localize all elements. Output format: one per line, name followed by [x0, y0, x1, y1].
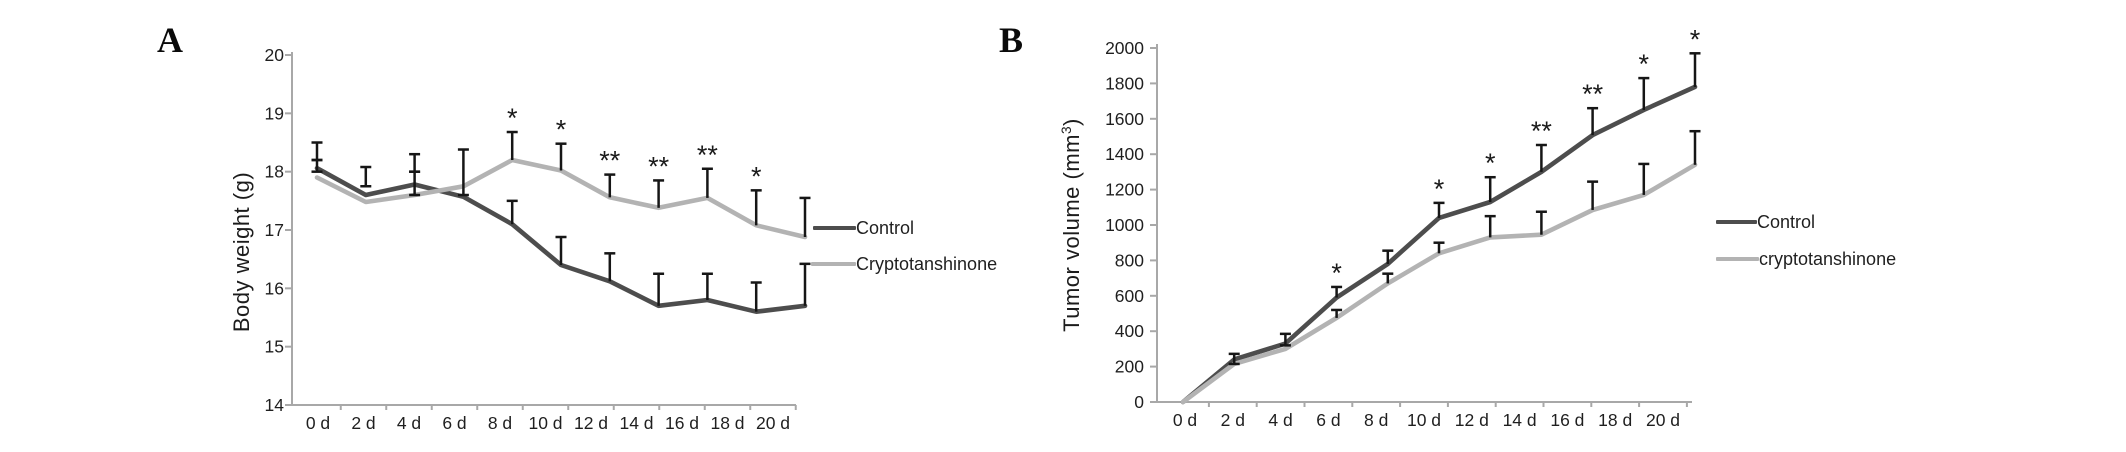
significance-asterisk: *: [1434, 174, 1445, 204]
x-tick-label: 12 d: [574, 413, 608, 433]
significance-asterisk: *: [751, 161, 762, 191]
y-tick-label: 14: [265, 395, 285, 415]
y-tick-label: 17: [265, 220, 284, 240]
x-tick-label: 0 d: [306, 413, 330, 433]
y-tick-label: 15: [265, 337, 284, 357]
axes: 0 200 400 600 800 1000 1200 1400 1600 1800 2000 0 d…: [1105, 38, 1692, 430]
y-tick-label: 19: [265, 103, 284, 123]
significance-asterisk: *: [1639, 49, 1650, 79]
x-tick-label: 16 d: [1550, 410, 1584, 430]
y-tick-label: 600: [1115, 286, 1144, 306]
error-bars: [1228, 52, 1701, 366]
panel-b-y-axis-title-superscript: 3: [1058, 125, 1074, 135]
panel-a-plot: 14 15 16 17 18 19 20 0 d 2 d 4 d 6 d 8 d 10 d 12 d 14 …: [265, 45, 811, 433]
y-tick-label: 400: [1115, 321, 1144, 341]
cryptotanshinone-line: [314, 157, 808, 240]
x-tick-label: 2 d: [351, 413, 375, 433]
significance-asterisk: **: [1582, 79, 1604, 109]
cryptotanshinone-line-swatch: [1716, 257, 1759, 261]
x-tick-label: 0 d: [1173, 410, 1197, 430]
x-tick-label: 16 d: [665, 413, 699, 433]
significance-asterisk: **: [697, 140, 719, 170]
significance-asterisk: *: [1485, 148, 1496, 178]
x-tick-label: 4 d: [397, 413, 421, 433]
panel-b-y-axis-title-close: ): [1059, 118, 1085, 126]
x-tick-label: 18 d: [710, 413, 744, 433]
x-tick-label: 14 d: [619, 413, 653, 433]
y-tick-label: 16: [265, 278, 284, 298]
legend-label-control: Control: [856, 218, 915, 238]
y-tick-label: 0: [1134, 392, 1144, 412]
legend-label-cryptotanshinone: Cryptotanshinone: [856, 254, 998, 274]
panel-a-label: A: [157, 20, 183, 60]
panel-b-y-axis-title: Tumor volume (mm3): [1059, 118, 1085, 332]
x-tick-label: 10 d: [1407, 410, 1441, 430]
significance-asterisk: *: [1690, 24, 1701, 54]
x-tick-label: 2 d: [1221, 410, 1245, 430]
y-tick-label: 1400: [1105, 144, 1144, 164]
significance-asterisk: *: [507, 103, 518, 133]
y-tick-label: 1600: [1105, 109, 1144, 129]
x-tick-label: 20 d: [1646, 410, 1680, 430]
x-tick-label: 4 d: [1268, 410, 1292, 430]
y-tick-label: 1000: [1105, 215, 1144, 235]
panel-a-legend-item-cryptotanshinone: Cryptotanshinone: [811, 253, 997, 275]
panel-b-legend-item-cryptotanshinone: cryptotanshinone: [1716, 248, 1896, 270]
significance-asterisk: **: [599, 146, 621, 176]
y-tick-label: 18: [265, 162, 284, 182]
axes: 14 15 16 17 18 19 20 0 d 2 d 4 d 6 d 8 d 10 d 12 d 14 …: [265, 45, 797, 433]
x-tick-label: 18 d: [1598, 410, 1632, 430]
x-tick-label: 8 d: [1364, 410, 1388, 430]
y-tick-label: 800: [1115, 250, 1144, 270]
panel-b-plot: 0 200 400 600 800 1000 1200 1400 1600 1800 2000 0 d…: [1105, 24, 1701, 430]
y-tick-label: 2000: [1105, 38, 1144, 58]
panel-a-y-axis-title: Body weight (g): [229, 171, 254, 333]
panel-a-legend-item-control: Control: [813, 217, 914, 239]
legend-label-control: Control: [1757, 212, 1816, 232]
cryptotanshinone-line-swatch: [811, 262, 856, 266]
panel-b-y-axis-title-main: Tumor volume (mm: [1059, 134, 1085, 332]
x-tick-label: 12 d: [1455, 410, 1489, 430]
y-tick-label: 200: [1115, 357, 1144, 377]
control-line-swatch: [813, 226, 856, 230]
x-tick-label: 14 d: [1503, 410, 1537, 430]
panel-b-legend-item-control: Control: [1716, 211, 1815, 233]
x-tick-label: 8 d: [488, 413, 512, 433]
error-bars: [311, 130, 811, 312]
x-tick-label: 6 d: [442, 413, 466, 433]
significance-asterisk: *: [556, 115, 567, 145]
y-tick-label: 20: [265, 45, 285, 65]
significance-asterisk: **: [1531, 116, 1553, 146]
legend-label-cryptotanshinone: cryptotanshinone: [1759, 249, 1897, 269]
y-tick-label: 1200: [1105, 180, 1144, 200]
x-tick-label: 20 d: [756, 413, 790, 433]
significance-asterisk: **: [648, 151, 670, 181]
significance-asterisk: *: [1331, 258, 1342, 288]
x-tick-label: 10 d: [528, 413, 562, 433]
y-tick-label: 1800: [1105, 73, 1144, 93]
control-line-swatch: [1716, 220, 1757, 224]
x-tick-label: 6 d: [1316, 410, 1340, 430]
panel-b-label: B: [999, 20, 1024, 60]
